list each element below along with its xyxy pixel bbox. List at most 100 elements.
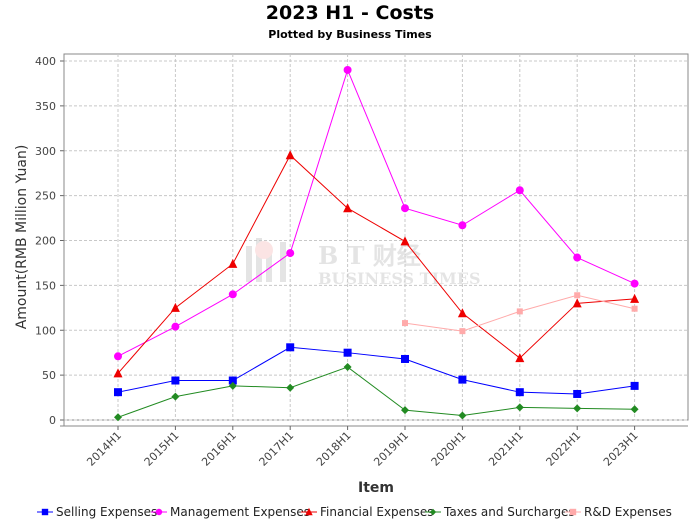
data-point [285, 150, 295, 160]
data-point [171, 392, 180, 401]
legend-item: Financial Expenses [301, 505, 434, 519]
x-tick-label: 2018H1 [314, 429, 354, 469]
data-point [113, 368, 123, 378]
legend: Selling Expenses Management Expenses Finan… [37, 505, 672, 519]
data-point [170, 302, 180, 312]
x-tick-label: 2022H1 [544, 429, 584, 469]
data-point [402, 320, 408, 327]
data-point [114, 388, 122, 397]
x-tick-label: 2015H1 [142, 429, 182, 469]
y-tick-label: 350 [35, 100, 56, 113]
data-point [401, 204, 409, 213]
data-point [305, 507, 313, 516]
data-point [114, 413, 122, 422]
data-point [401, 406, 409, 415]
chart-subtitle: Plotted by Business Times [268, 28, 432, 41]
data-point [572, 298, 582, 308]
data-point [41, 508, 49, 516]
x-tick-label: 2016H1 [199, 429, 239, 469]
y-tick-label: 200 [35, 235, 56, 248]
legend-label: Management Expenses [170, 505, 310, 519]
data-point [343, 203, 353, 213]
y-tick-label: 50 [42, 369, 56, 382]
x-tick-label: 2021H1 [486, 429, 526, 469]
series-selling-expenses [114, 343, 639, 398]
y-axis: 0 50 100 150 200 250 300 350 400 [35, 54, 65, 427]
chart-title: 2023 H1 - Costs [265, 2, 435, 24]
y-tick-label: 250 [35, 190, 56, 203]
data-point [286, 343, 295, 352]
data-point [630, 405, 639, 414]
data-point [171, 322, 180, 331]
x-tick-label: 2014H1 [84, 429, 124, 469]
data-point [286, 249, 295, 258]
x-tick-label: 2020H1 [429, 429, 469, 469]
watermark-en: BUSINESS TIMES [318, 269, 481, 288]
legend-item: Taxes and Surcharges [425, 505, 575, 519]
series-line [117, 68, 635, 357]
data-point [631, 305, 638, 312]
series-line [117, 154, 635, 374]
data-point [228, 258, 238, 268]
data-point [155, 508, 163, 516]
y-tick-label: 150 [35, 279, 56, 292]
data-point [429, 508, 437, 516]
x-axis-label: Item [358, 480, 394, 496]
plot-area [63, 53, 689, 421]
series-financial-expenses [113, 150, 640, 378]
data-point [458, 411, 467, 420]
data-point [573, 404, 582, 413]
data-point [515, 403, 524, 412]
data-point [171, 376, 180, 385]
legend-item: R&D Expenses [565, 505, 672, 519]
data-point [228, 381, 237, 390]
watermark-logo-bar-4 [280, 242, 286, 282]
x-tick-label: 2017H1 [257, 429, 297, 469]
data-point [343, 348, 352, 357]
data-point [343, 363, 352, 372]
data-point [228, 290, 237, 299]
watermark-logo-bar-3 [266, 252, 272, 282]
data-point [457, 308, 467, 318]
legend-label: Selling Expenses [56, 505, 157, 519]
data-point [458, 375, 467, 384]
series-taxes-and-surcharges [114, 363, 639, 422]
data-point [630, 381, 639, 390]
data-point [515, 388, 524, 397]
data-point [458, 221, 467, 230]
legend-label: Financial Expenses [320, 505, 434, 519]
watermark-logo-bar-1 [246, 246, 252, 282]
data-point [343, 65, 352, 74]
x-tick-label: 2019H1 [371, 429, 411, 469]
y-tick-label: 100 [35, 324, 56, 337]
watermark-cn: B T 财经 [318, 241, 421, 270]
data-point [459, 328, 466, 335]
data-point [114, 352, 122, 361]
y-axis-label: Amount(RMB Million Yuan) [14, 145, 30, 330]
series [113, 65, 640, 422]
series-r-d-expenses [402, 292, 638, 335]
series-line [117, 366, 635, 418]
legend-item: Selling Expenses [37, 505, 157, 519]
data-point [516, 308, 523, 315]
series-management-expenses [114, 65, 639, 361]
x-tick-label: 2023H1 [601, 429, 641, 469]
series-line [117, 346, 635, 395]
data-point [630, 293, 640, 303]
data-point [400, 236, 410, 246]
x-axis: 2014H1 2015H1 2016H1 2017H1 2018H1 2019H1 2020… [60, 425, 688, 469]
data-point [574, 292, 581, 299]
data-point [515, 186, 524, 195]
legend-label: Taxes and Surcharges [443, 505, 575, 519]
data-point [515, 353, 525, 363]
y-tick-label: 0 [49, 414, 56, 427]
data-point [569, 508, 577, 516]
legend-item: Management Expenses [151, 505, 310, 519]
watermark-logo-bar-2 [256, 238, 262, 282]
legend-label: R&D Expenses [584, 505, 672, 519]
data-point [573, 389, 582, 398]
data-point [286, 383, 295, 392]
y-tick-label: 400 [35, 55, 56, 68]
data-point [630, 279, 639, 288]
